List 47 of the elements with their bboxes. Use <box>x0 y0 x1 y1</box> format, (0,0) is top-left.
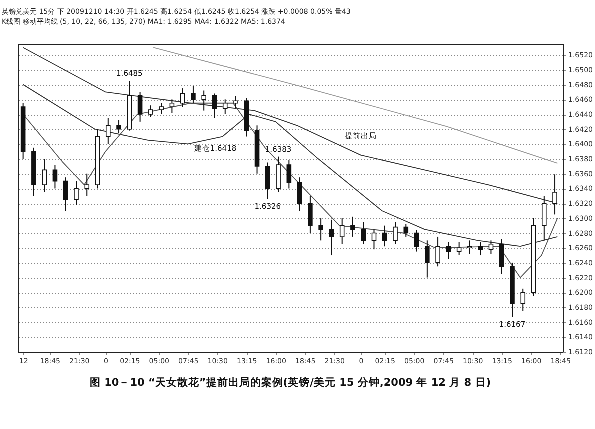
candlestick <box>308 196 313 234</box>
candlestick <box>414 230 420 252</box>
candlestick <box>170 99 175 114</box>
candlestick <box>499 238 504 275</box>
candlestick <box>286 160 292 190</box>
candlestick <box>234 95 238 110</box>
candlestick <box>372 229 377 250</box>
candlestick <box>340 218 345 245</box>
candlestick <box>542 196 547 242</box>
candlestick <box>42 158 47 193</box>
candlestick <box>222 99 228 116</box>
candlestick <box>138 92 143 122</box>
candlestick <box>180 88 186 108</box>
candlestick <box>350 216 356 238</box>
candlestick <box>202 90 206 112</box>
candlestick <box>361 222 366 245</box>
candlestick <box>106 118 111 145</box>
line-series <box>22 84 558 248</box>
candlestick <box>468 240 472 255</box>
candlestick <box>425 240 430 278</box>
candlestick <box>318 218 324 242</box>
candlestick <box>266 162 270 200</box>
candlestick <box>191 86 196 104</box>
candlestick <box>148 105 154 118</box>
candlestick <box>404 224 409 238</box>
candlestick <box>436 236 440 268</box>
line-series <box>153 47 558 164</box>
candlestick <box>329 219 334 256</box>
line-series <box>22 47 558 204</box>
candlestick <box>520 288 526 312</box>
candlestick <box>552 174 558 216</box>
candlestick <box>116 120 122 134</box>
candlestick <box>456 242 462 256</box>
candlestick <box>297 177 302 212</box>
candlestick <box>393 222 398 245</box>
candlestick <box>488 240 494 255</box>
candlestick <box>84 173 90 197</box>
candlestick <box>446 242 452 260</box>
candlestick <box>159 102 164 116</box>
text: 图 10－10 “天女散花”提前出局的案例(英镑/美元 15 分钟,2009 年 12 月 8 日) <box>90 376 492 389</box>
candlestick <box>52 164 58 190</box>
candlestick <box>478 242 483 256</box>
candlestick <box>276 156 281 193</box>
candlestick <box>63 177 68 212</box>
candlestick <box>382 225 388 248</box>
candlestick <box>74 180 79 206</box>
candlestick <box>212 93 218 119</box>
